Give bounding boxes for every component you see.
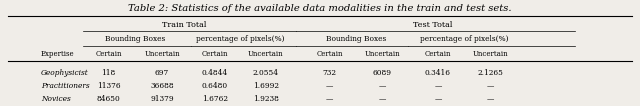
Text: —: — [379,82,386,90]
Text: Novices: Novices [41,95,70,103]
Text: 0.4844: 0.4844 [202,69,228,77]
Text: 84650: 84650 [97,95,120,103]
Text: —: — [379,95,386,103]
Text: percentage of pixels(%): percentage of pixels(%) [196,35,285,43]
Text: —: — [326,82,333,90]
Text: 6089: 6089 [373,69,392,77]
Text: Certain: Certain [202,50,228,58]
Text: 36688: 36688 [150,82,174,90]
Text: —: — [487,95,495,103]
Text: —: — [326,95,333,103]
Text: Practitioners: Practitioners [41,82,90,90]
Text: Train Total: Train Total [163,21,207,29]
Text: Certain: Certain [316,50,343,58]
Text: Table 2: Statistics of the available data modalities in the train and test sets.: Table 2: Statistics of the available dat… [128,4,512,13]
Text: Geophysicist: Geophysicist [41,69,89,77]
Text: Test Total: Test Total [413,21,452,29]
Text: Certain: Certain [95,50,122,58]
Text: 11376: 11376 [97,82,120,90]
Text: 0.3416: 0.3416 [425,69,451,77]
Text: Uncertain: Uncertain [473,50,509,58]
Text: 2.1265: 2.1265 [478,69,504,77]
Text: Uncertain: Uncertain [248,50,284,58]
Text: —: — [487,82,495,90]
Text: Uncertain: Uncertain [365,50,400,58]
Text: Expertise: Expertise [41,50,74,58]
Text: Certain: Certain [424,50,451,58]
Text: —: — [434,82,442,90]
Text: 1.6762: 1.6762 [202,95,228,103]
Text: 1.9238: 1.9238 [253,95,279,103]
Text: 2.0554: 2.0554 [253,69,279,77]
Text: percentage of pixels(%): percentage of pixels(%) [420,35,509,43]
Text: Uncertain: Uncertain [144,50,180,58]
Text: 0.6480: 0.6480 [202,82,228,90]
Text: 118: 118 [101,69,116,77]
Text: Bounding Boxes: Bounding Boxes [326,35,386,43]
Text: 1.6992: 1.6992 [253,82,279,90]
Text: 732: 732 [323,69,337,77]
Text: —: — [434,95,442,103]
Text: 91379: 91379 [150,95,174,103]
Text: Bounding Boxes: Bounding Boxes [105,35,165,43]
Text: 697: 697 [155,69,169,77]
